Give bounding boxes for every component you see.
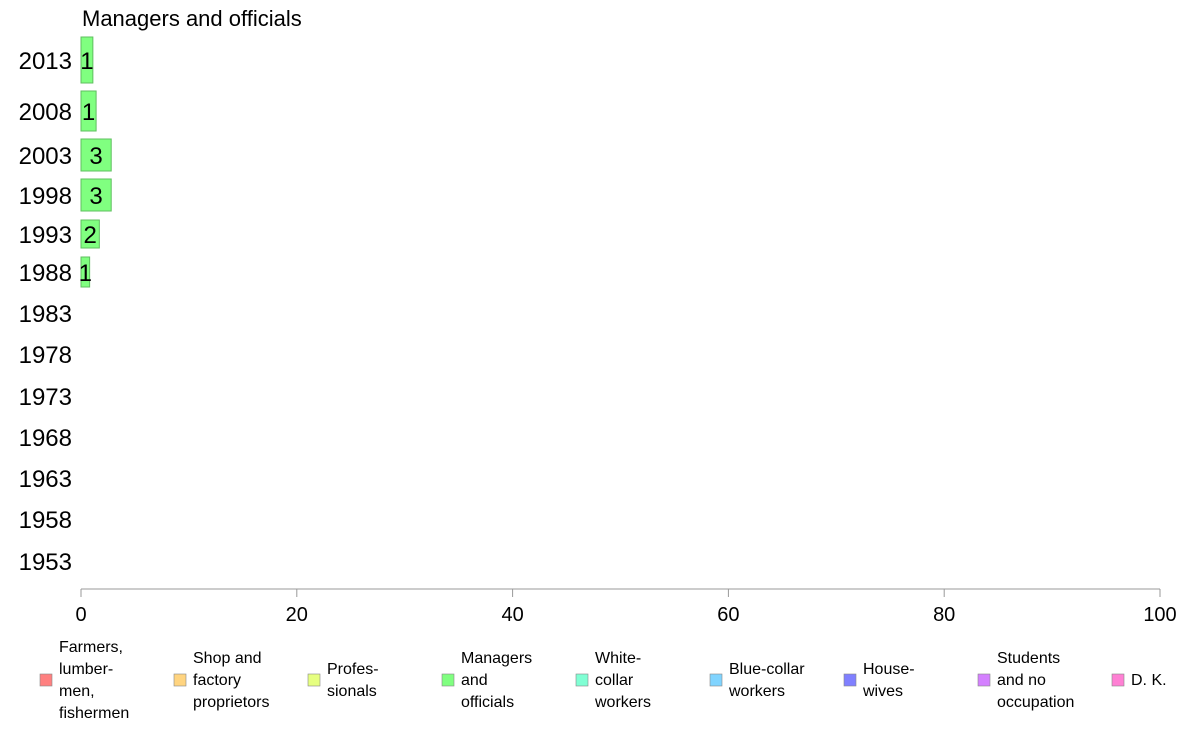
y-tick-label: 1958	[19, 507, 72, 534]
bar	[80, 178, 112, 212]
legend-swatch	[39, 673, 53, 687]
x-tick-label: 40	[501, 604, 523, 626]
legend-label: Farmers, lumber-men, fishermen	[59, 639, 129, 722]
legend-label: House-wives	[862, 661, 915, 700]
legend-label: Blue-collar workers	[728, 661, 805, 700]
y-tick-label: 1968	[19, 425, 72, 452]
x-tick-label: 0	[75, 604, 86, 626]
legend-label: D. K.	[1131, 672, 1167, 689]
y-axis-labels: 2013 2008 2003 1998 1993 1988 1983 1978 1973 1968…	[19, 48, 72, 576]
y-tick-label: 1953	[19, 549, 72, 576]
legend-swatch	[307, 673, 321, 687]
bar	[80, 256, 91, 288]
x-tick-label: 80	[933, 604, 955, 626]
legend-label: Profes-sionals	[327, 661, 379, 700]
y-tick-label: 1978	[19, 342, 72, 369]
y-tick-label: 2008	[19, 99, 72, 126]
y-tick-label: 2003	[19, 143, 72, 170]
y-tick-label: 1983	[19, 301, 72, 328]
legend-label: White-collar workers	[594, 650, 651, 711]
legend-label: Managers and officials	[461, 650, 532, 711]
legend-swatch	[441, 673, 455, 687]
bar-data-label: 3	[89, 143, 102, 170]
bar-data-label: 1	[80, 48, 93, 75]
y-tick-label: 1998	[19, 183, 72, 210]
legend: Farmers, lumber-men, fishermen Shop and fact…	[39, 639, 1167, 722]
y-tick-label: 2013	[19, 48, 72, 75]
y-tick-label: 1963	[19, 466, 72, 493]
legend-label: Shop and factory proprietors	[193, 650, 269, 711]
bar-data-label: 3	[89, 183, 102, 210]
bar-data-label: 1	[82, 99, 95, 126]
bar-data-label: 2	[83, 222, 96, 249]
legend-label: Students and no occupation	[997, 650, 1074, 711]
bar-data-label: 1	[79, 260, 92, 287]
x-axis: 0 20 40 60 80 100	[75, 588, 1177, 626]
legend-swatch	[977, 673, 991, 687]
bar	[80, 36, 94, 84]
y-tick-label: 1993	[19, 222, 72, 249]
legend-swatch	[173, 673, 187, 687]
legend-swatch	[575, 673, 589, 687]
bars-group: 1 1 3 3 2 1	[79, 36, 112, 288]
x-tick-label: 60	[717, 604, 739, 626]
y-tick-label: 1973	[19, 384, 72, 411]
y-tick-label: 1988	[19, 260, 72, 287]
legend-swatch	[709, 673, 723, 687]
chart-title: Managers and officials	[82, 6, 302, 31]
x-tick-label: 20	[286, 604, 308, 626]
bar	[80, 138, 112, 172]
legend-swatch	[1111, 673, 1125, 687]
bar	[80, 90, 97, 132]
legend-swatch	[843, 673, 857, 687]
x-tick-label: 100	[1143, 604, 1176, 626]
bar	[80, 219, 100, 249]
